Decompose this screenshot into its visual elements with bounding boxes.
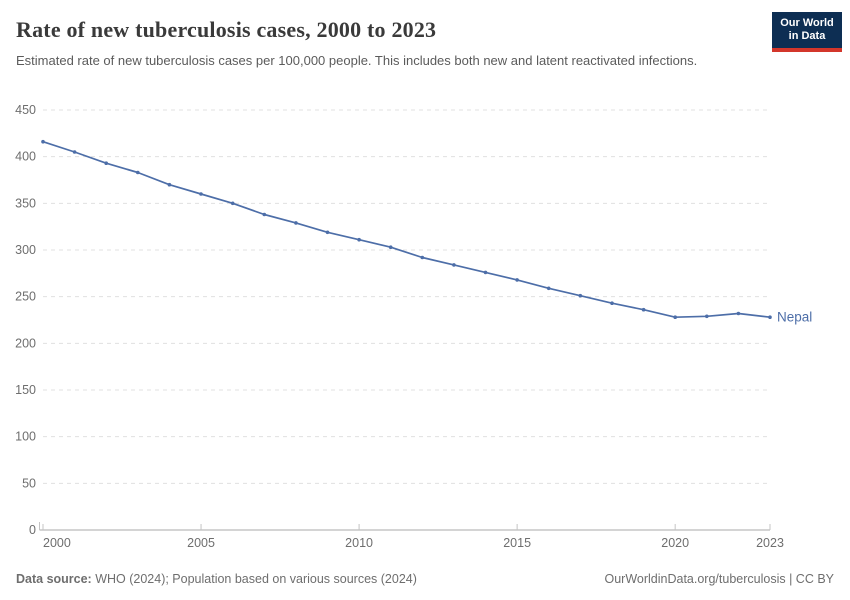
y-axis-tick-label: 400	[15, 150, 36, 164]
data-point[interactable]	[483, 270, 488, 275]
footer-citation-link[interactable]: OurWorldinData.org/tuberculosis | CC BY	[604, 572, 835, 586]
data-source-label: Data source:	[16, 572, 92, 586]
owid-logo-red-bar	[772, 48, 842, 52]
data-point[interactable]	[768, 315, 772, 320]
data-point[interactable]	[357, 237, 361, 242]
y-axis-tick-label: 100	[15, 430, 36, 444]
x-axis-tick-label: 2000	[43, 536, 71, 550]
data-point[interactable]	[325, 230, 330, 235]
data-point[interactable]	[167, 182, 172, 187]
data-point[interactable]	[41, 139, 45, 144]
data-point[interactable]	[199, 192, 203, 196]
data-point[interactable]	[136, 170, 140, 175]
owid-logo[interactable]: Our World in Data	[772, 12, 842, 52]
data-point[interactable]	[104, 161, 108, 165]
chart-subtitle: Estimated rate of new tuberculosis cases…	[16, 53, 698, 68]
x-axis-tick-label: 2023	[756, 536, 784, 550]
y-axis-tick-label: 450	[15, 103, 36, 117]
data-point[interactable]	[294, 221, 298, 225]
y-axis-tick-label: 200	[15, 336, 36, 350]
owid-logo-line2: in Data	[788, 30, 826, 42]
data-point[interactable]	[673, 315, 677, 320]
data-point[interactable]	[641, 307, 646, 312]
data-point[interactable]	[515, 278, 519, 282]
x-axis-tick-label: 2005	[187, 536, 215, 550]
data-point[interactable]	[230, 201, 235, 206]
owid-logo-text: Our World in Data	[772, 12, 842, 48]
x-axis-tick-label: 2010	[345, 536, 373, 550]
data-point[interactable]	[546, 286, 551, 291]
series-label-nepal[interactable]: Nepal	[777, 310, 812, 325]
data-point[interactable]	[420, 255, 425, 260]
y-axis-tick-label: 0	[29, 523, 36, 537]
chart-footer: Data source: WHO (2024); Population base…	[16, 572, 834, 586]
y-axis-tick-label: 250	[15, 290, 36, 304]
data-point[interactable]	[72, 150, 77, 154]
y-axis-tick-label: 150	[15, 383, 36, 397]
data-point[interactable]	[388, 245, 393, 249]
page-title: Rate of new tuberculosis cases, 2000 to …	[16, 17, 437, 42]
data-point[interactable]	[610, 301, 614, 306]
owid-logo-line1: Our World	[780, 17, 834, 29]
data-point[interactable]	[578, 293, 583, 298]
y-axis-tick-label: 50	[22, 476, 36, 490]
data-point[interactable]	[262, 212, 267, 217]
data-source-note: Data source: WHO (2024); Population base…	[16, 572, 417, 586]
data-point[interactable]	[452, 263, 456, 267]
data-point[interactable]	[705, 314, 709, 319]
y-axis-tick-label: 300	[15, 243, 36, 257]
data-point[interactable]	[736, 311, 741, 316]
x-axis-tick-label: 2015	[503, 536, 531, 550]
series-line-nepal[interactable]	[42, 140, 771, 319]
x-axis-tick-label: 2020	[661, 536, 689, 550]
data-source-text: WHO (2024); Population based on various …	[91, 572, 417, 586]
y-axis-tick-label: 350	[15, 196, 36, 210]
